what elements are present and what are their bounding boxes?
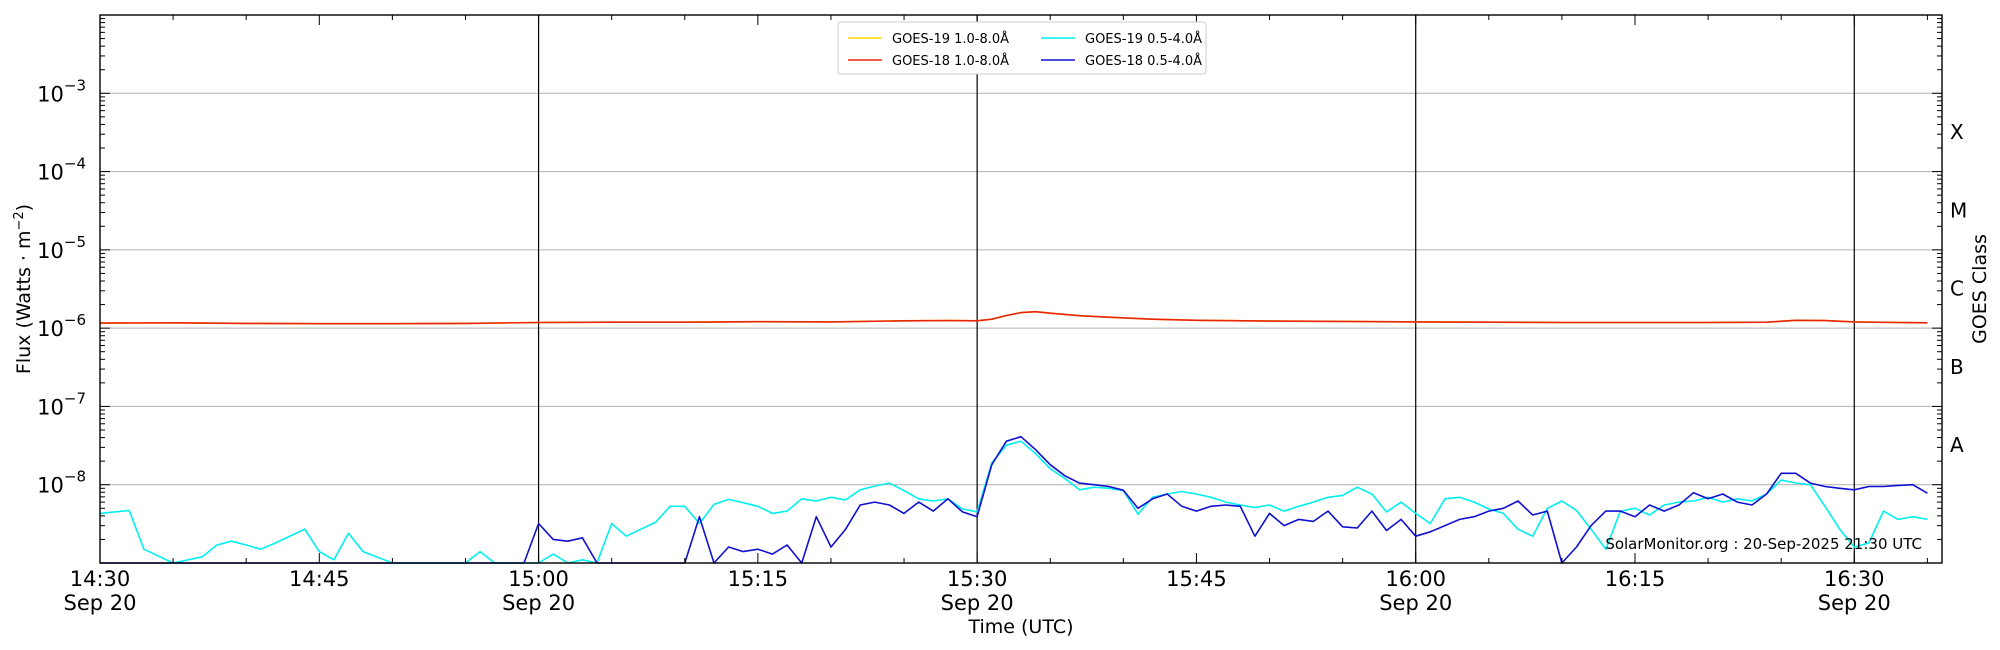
y-axis-label-exponent: −2 [12,211,27,230]
y-tick-label: 10−6 [37,311,86,341]
legend: GOES-19 1.0-8.0Å GOES-18 1.0-8.0Å GOES-19 … [837,21,1207,75]
y-tick-exponent: −6 [64,311,86,329]
series-layer [99,310,1928,564]
legend-box [837,21,1207,75]
y-tick-exponent: −8 [64,468,86,486]
x-tick-label: 16:30 [1824,567,1885,591]
y-tick-base: 10 [37,161,64,185]
x-tick-date-label: Sep 20 [941,591,1014,615]
legend-label: GOES-19 0.5-4.0Å [1085,31,1202,47]
y-tick-label: 10−3 [37,76,86,106]
x-tick-label: 15:00 [508,567,569,591]
series-line-4 [100,435,1928,564]
y-axis-label: Flux (Watts · m−2) [12,204,35,374]
y-tick-exponent: −3 [64,76,86,94]
goes-class-label: X [1950,120,1964,144]
y-tick-base: 10 [37,82,64,106]
x-tick-date-label: Sep 20 [502,591,575,615]
series-line-2 [99,310,1928,325]
x-tick-date-label: Sep 20 [1818,591,1891,615]
plot-frame [99,14,1943,564]
y-tick-exponent: −5 [64,233,86,251]
goes-class-axis-label: GOES Class [1969,234,1991,344]
axis-label-layer: Time (UTC) Flux (Watts · m−2) GOES Class… [12,204,1991,638]
goes-class-label: M [1950,198,1967,222]
vertical-lines-layer [537,15,1855,563]
y-tick-label: 10−4 [37,155,86,185]
goes-class-label: B [1950,355,1964,379]
legend-label: GOES-19 1.0-8.0Å [892,31,1009,47]
x-tick-label: 14:30 [70,567,131,591]
x-tick-label: 15:15 [728,567,789,591]
y-axis-label-close: ) [13,204,35,211]
y-tick-label: 10−8 [37,468,86,498]
goes-class-label: A [1950,433,1964,457]
goes-class-label: C [1950,277,1964,301]
y-tick-exponent: −4 [64,155,86,173]
grid-layer [100,92,1942,486]
x-tick-label: 14:45 [289,567,350,591]
source-annotation: SolarMonitor.org : 20-Sep-2025 21:30 UTC [1605,535,1922,553]
y-tick-base: 10 [37,317,64,341]
x-tick-date-label: Sep 20 [64,591,137,615]
y-tick-base: 10 [37,474,64,498]
x-tick-label: 16:15 [1605,567,1666,591]
y-tick-label: 10−5 [37,233,86,263]
legend-label: GOES-18 0.5-4.0Å [1085,53,1202,69]
x-tick-label: 15:30 [947,567,1008,591]
y-tick-label: 10−7 [37,389,86,419]
x-tick-date-label: Sep 20 [1379,591,1452,615]
x-tick-label: 16:00 [1385,567,1446,591]
y-tick-base: 10 [37,239,64,263]
x-tick-label: 15:45 [1166,567,1227,591]
legend-label: GOES-18 1.0-8.0Å [892,53,1009,69]
y-axis-label-base: Flux (Watts · m [13,231,35,375]
y-tick-base: 10 [37,395,64,419]
y-tick-exponent: −7 [64,389,86,407]
x-axis-label: Time (UTC) [967,616,1073,638]
